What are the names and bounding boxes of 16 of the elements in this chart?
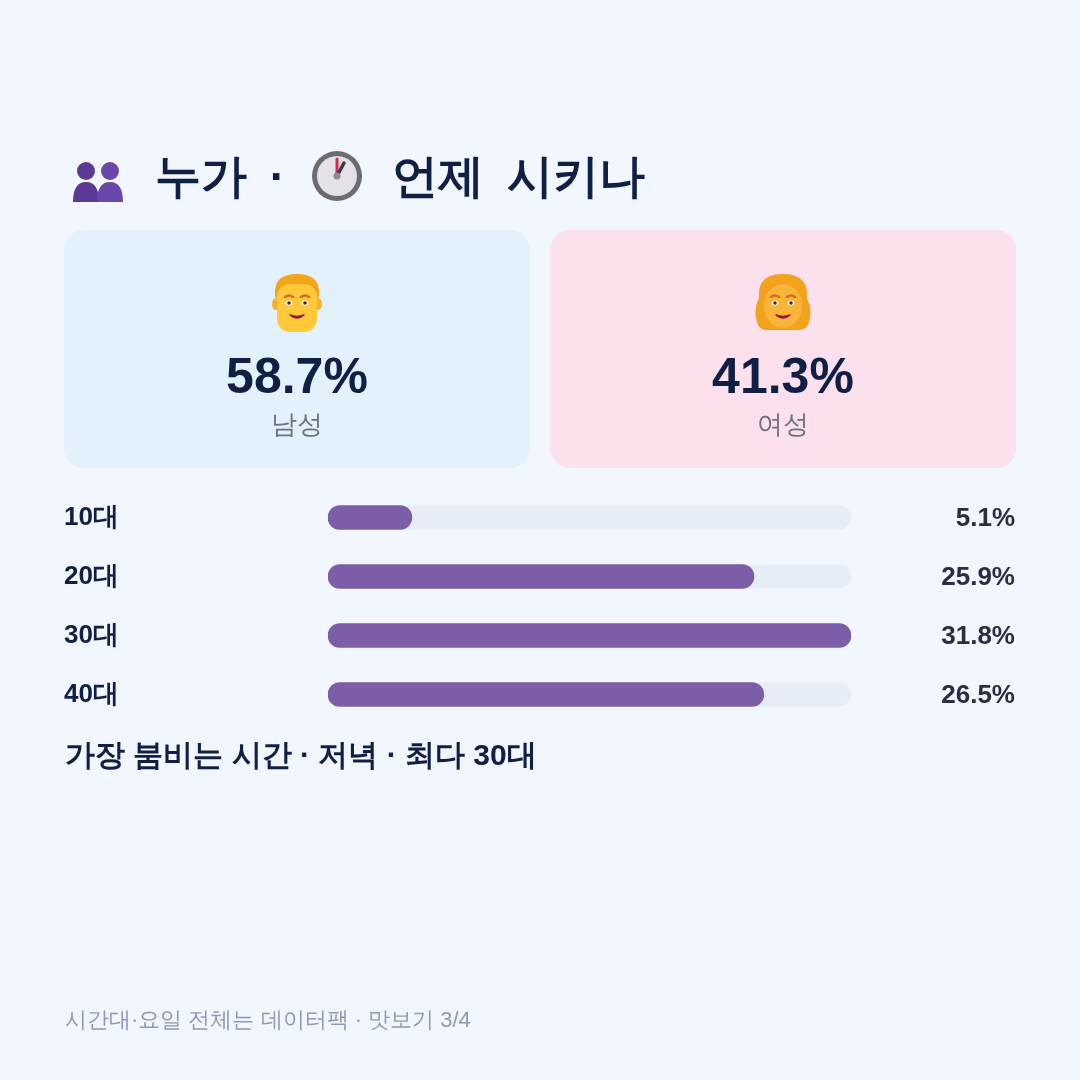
data-label: 41.3% xyxy=(712,348,854,404)
data-label: 31.8% xyxy=(941,619,1015,650)
data-label: 58.7% xyxy=(226,348,368,404)
category-label: 여성 xyxy=(757,409,809,439)
category-label: 남성 xyxy=(271,409,323,439)
data-label: 5.1% xyxy=(955,501,1015,532)
y-tick-label: 30대 xyxy=(64,618,119,649)
bar xyxy=(328,505,413,530)
y-tick-label: 10대 xyxy=(64,500,119,531)
data-label: 25.9% xyxy=(941,560,1015,591)
y-tick-label: 40대 xyxy=(64,677,119,708)
text: 시간대·요일 전체는 데이터팩 · 맛보기 3/4 xyxy=(65,1007,471,1032)
chart-title: 누가 · 언제 시키나 xyxy=(155,150,645,202)
data-label: 26.5% xyxy=(941,678,1015,709)
y-tick-label: 20대 xyxy=(64,559,119,590)
text: 가장 붐비는 시간 · 저녁 · 최다 30대 xyxy=(65,738,537,771)
